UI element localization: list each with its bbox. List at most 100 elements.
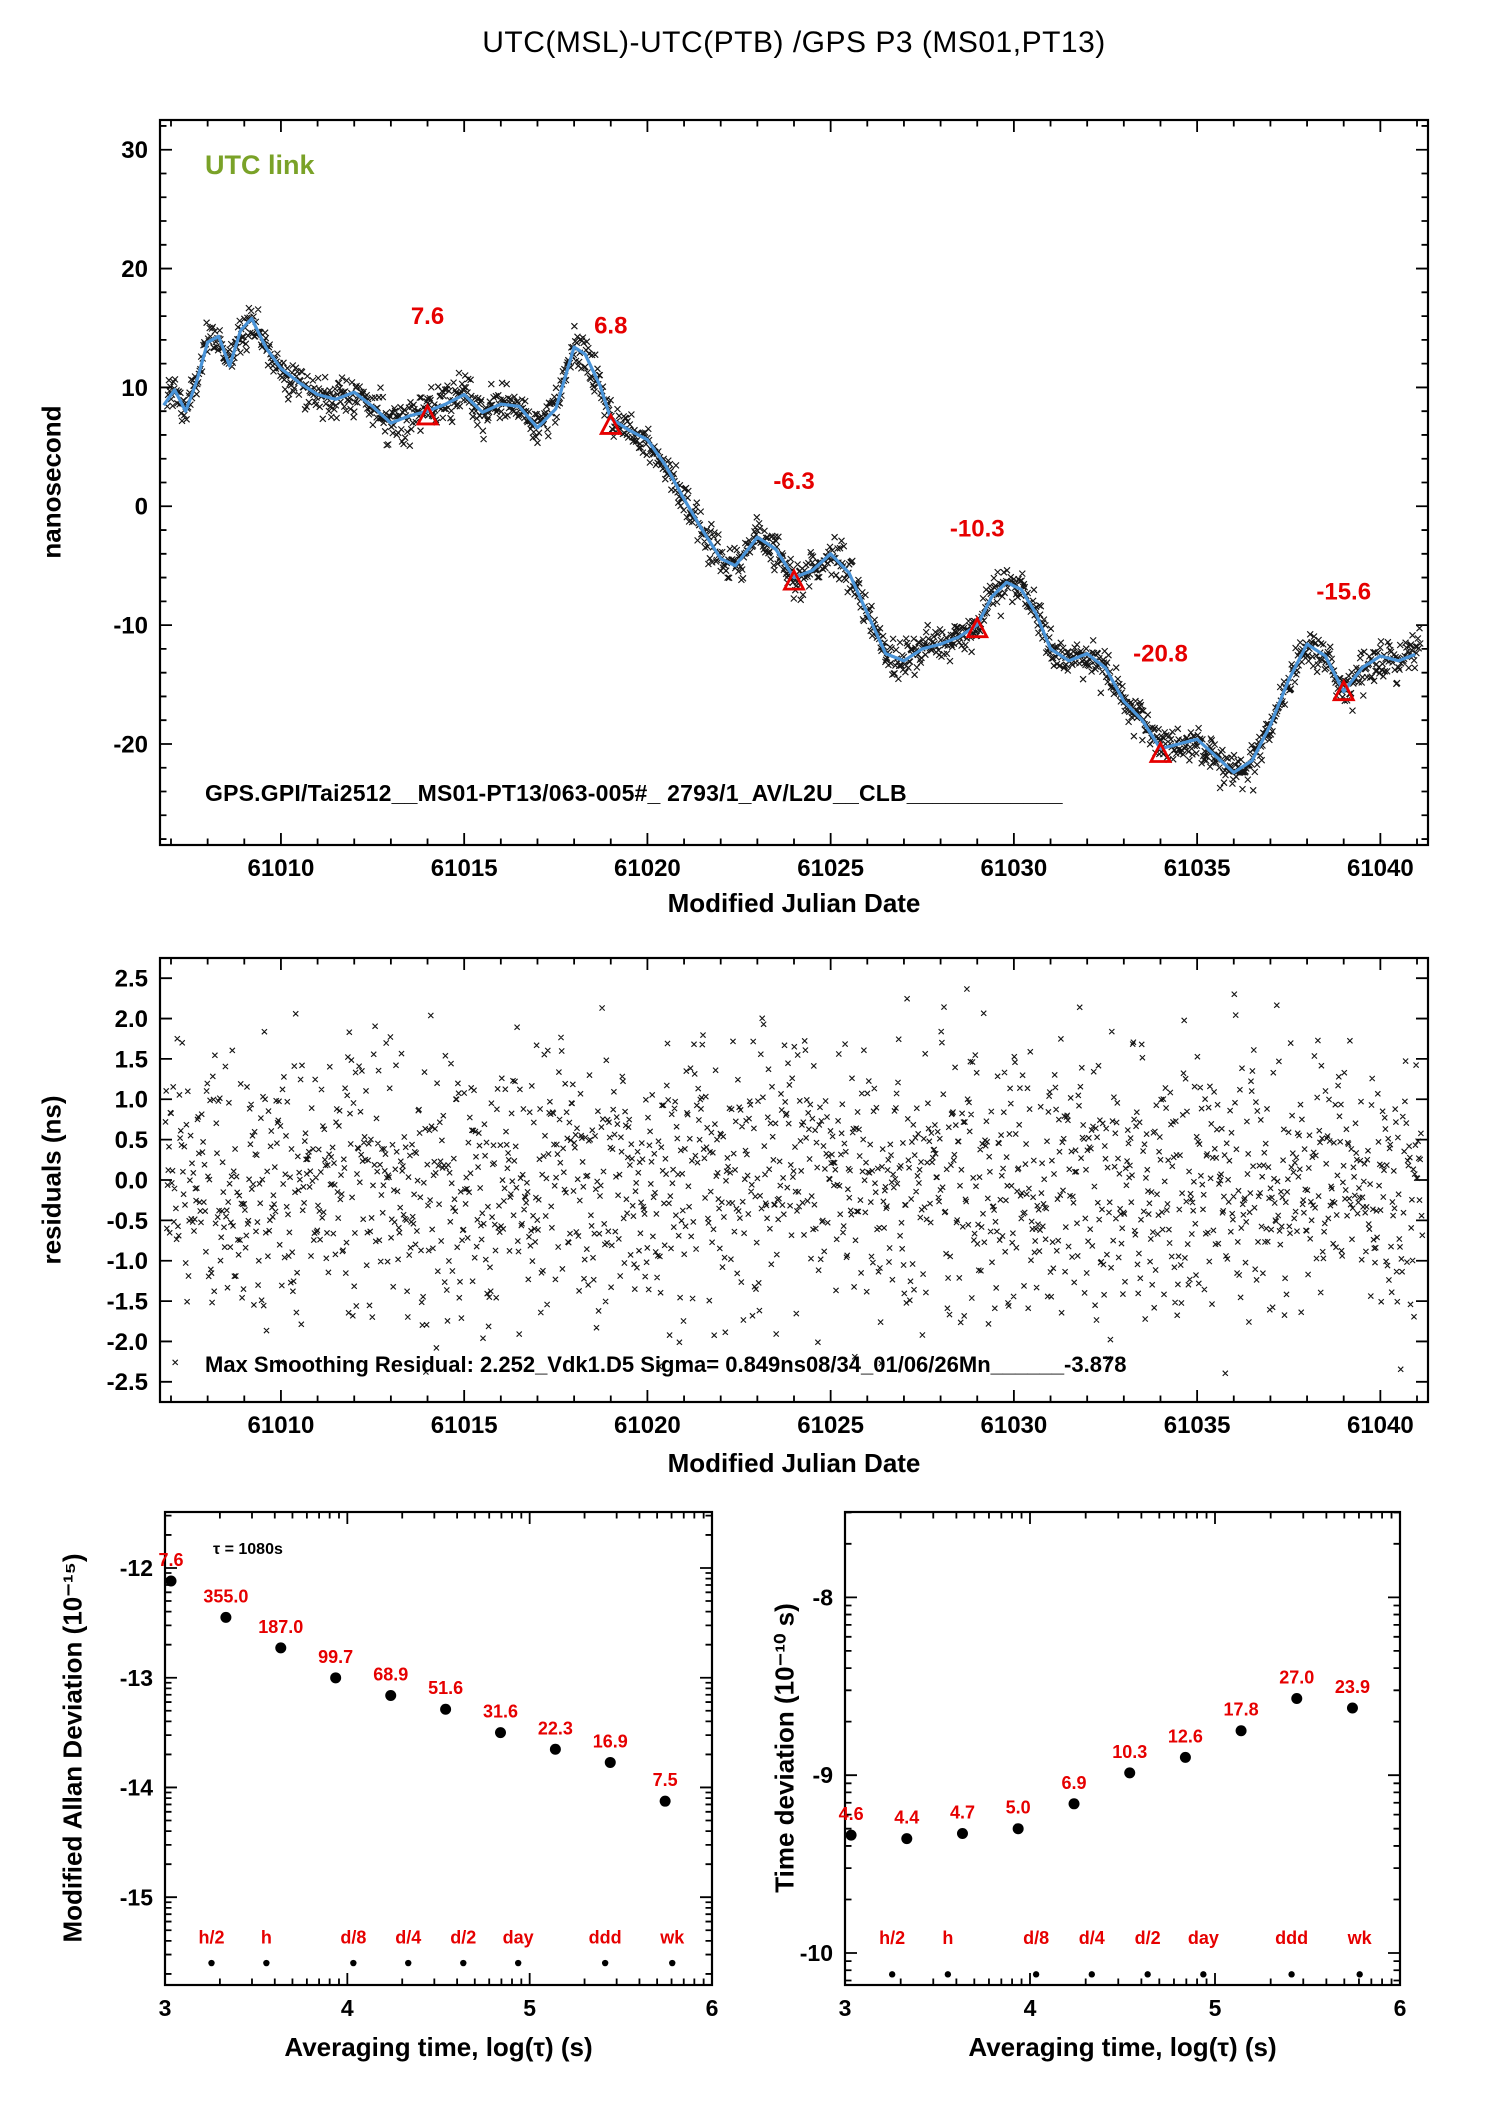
deviation-point	[1291, 1693, 1303, 1705]
mdev-xlabel: Averaging time, log(τ) (s)	[284, 2032, 593, 2062]
deviation-value-label: 187.0	[258, 1617, 303, 1637]
deviation-value-label: 51.6	[428, 1678, 463, 1698]
x-tick-label: 5	[523, 1995, 536, 2021]
x-tick-label: 61030	[981, 1412, 1048, 1439]
x-tick-label: 5	[1209, 1995, 1222, 2021]
x-tick-label: 61035	[1164, 1412, 1231, 1439]
mdev-panel-ticks	[164, 1512, 713, 1985]
tau-mark-dot	[601, 1959, 609, 1967]
y-tick-label: -20	[113, 731, 148, 758]
residuals-xlabel: Modified Julian Date	[667, 1448, 921, 1478]
calibration-triangle	[1148, 740, 1173, 763]
x-tick-label: 61025	[797, 855, 864, 882]
tau-mark-label: d/8	[1023, 1928, 1049, 1948]
chart-title: UTC(MSL)-UTC(PTB) /GPS P3 (MS01,PT13)	[482, 26, 1106, 59]
deviation-point	[659, 1795, 671, 1807]
deviation-point	[440, 1703, 452, 1715]
y-tick-label: -15	[120, 1884, 153, 1910]
tau-mark-dot	[944, 1971, 952, 1978]
y-tick-label: -2.0	[107, 1329, 148, 1356]
deviation-point	[275, 1642, 287, 1654]
y-tick-label: 0.5	[115, 1127, 148, 1154]
deviation-value-label: 355.0	[203, 1586, 248, 1606]
tau-mark-dot	[1356, 1971, 1363, 1978]
tau-mark-dot	[514, 1959, 522, 1967]
deviation-value-label: 10.3	[1112, 1742, 1147, 1762]
tdev-panel: 3 4 5 6 -8 -9 -10 4.6 4.4 4.7 5.0 6.9 10.3 12.6 17.8 27…	[800, 1510, 1407, 2021]
x-tick-label: 61020	[614, 1412, 681, 1439]
x-tick-label: 61010	[248, 855, 315, 882]
y-tick-label: 2.0	[115, 1006, 148, 1033]
y-tick-label: -8	[813, 1584, 834, 1610]
tau-mark-dot	[350, 1959, 357, 1967]
x-tick-label: 6	[706, 1995, 719, 2021]
calibration-triangle	[1331, 678, 1356, 702]
x-tick-label: 3	[159, 1995, 172, 2021]
x-tick-label: 3	[839, 1995, 852, 2021]
smoothing-residual-note: Max Smoothing Residual: 2.252_Vdk1.D5 Si…	[205, 1352, 1127, 1377]
calibration-value-label: -15.6	[1316, 579, 1371, 606]
deviation-point	[1346, 1702, 1358, 1714]
tau-mark-label: d/4	[1079, 1928, 1105, 1948]
tau-mark-label: day	[503, 1927, 534, 1947]
calibration-triangle	[965, 615, 990, 639]
deviation-value-label: 23.9	[1335, 1677, 1370, 1697]
calibration-value-label: -20.8	[1133, 640, 1188, 667]
x-tick-label: 61015	[431, 1412, 498, 1439]
tau-mark-label: d/2	[450, 1927, 476, 1947]
calibration-triangle	[598, 412, 623, 435]
deviation-point	[1235, 1725, 1247, 1737]
tau-mark-dot	[1200, 1971, 1207, 1978]
deviation-point	[385, 1689, 397, 1701]
mdev-panel: 3 4 5 6 -12 -13 -14 -15 7.6 355.0 187.0 99.7 68.9 51.…	[120, 1510, 719, 2021]
tau-mark-label: h	[261, 1927, 272, 1947]
tau-mark-dot	[263, 1959, 270, 1967]
x-tick-label: 61015	[431, 855, 498, 882]
y-tick-label: 2.5	[115, 966, 148, 993]
y-tick-label: 0	[135, 494, 148, 521]
deviation-value-label: 16.9	[593, 1731, 628, 1751]
tau-mark-dot	[888, 1971, 896, 1978]
y-tick-label: -12	[120, 1555, 153, 1581]
deviation-value-label: 12.6	[1168, 1726, 1203, 1746]
deviation-value-label: 22.3	[538, 1718, 573, 1738]
deviation-value-label: 27.0	[1279, 1668, 1314, 1688]
top-xlabel: Modified Julian Date	[667, 888, 921, 918]
deviation-point	[1068, 1798, 1080, 1810]
x-tick-label: 61020	[614, 855, 681, 882]
residual-points	[162, 986, 1426, 1377]
mdev-ylabel: Modified Allan Deviation (10⁻¹⁵)	[57, 1553, 88, 1943]
y-tick-label: -9	[813, 1762, 833, 1788]
deviation-point	[330, 1672, 342, 1684]
tau-mark-label: ddd	[589, 1927, 622, 1947]
x-tick-label: 6	[1394, 1995, 1407, 2021]
residuals-panel: 61010 61015 61020 61025 61030 61035 61040 -2.5 -…	[107, 956, 1430, 1439]
tau-mark-dot	[208, 1959, 215, 1967]
deviation-point	[604, 1756, 616, 1768]
x-tick-label: 61035	[1164, 855, 1231, 882]
tau-mark-dot	[405, 1959, 412, 1967]
deviation-value-label: 5.0	[1006, 1798, 1031, 1818]
tau-mark-label: d/8	[340, 1927, 366, 1947]
deviation-value-label: 4.4	[894, 1808, 919, 1828]
dataset-id-label: GPS.GPI/Tai2512__MS01-PT13/063-005#_ 279…	[205, 780, 1063, 806]
tau-mark-label: h/2	[879, 1928, 905, 1948]
x-tick-label: 61025	[797, 1412, 864, 1439]
tau-mark-dot	[669, 1959, 676, 1967]
x-tick-label: 61030	[981, 855, 1048, 882]
y-tick-label: 30	[121, 137, 148, 164]
y-tick-label: -1.0	[107, 1248, 148, 1275]
tau-mark-label: wk	[659, 1927, 685, 1947]
deviation-point	[165, 1575, 177, 1587]
tau-note: τ = 1080s	[213, 1541, 283, 1558]
y-tick-label: 1.0	[115, 1087, 148, 1114]
residuals-ylabel: residuals (ns)	[36, 1095, 67, 1265]
deviation-point	[1124, 1767, 1136, 1779]
deviation-point	[220, 1611, 232, 1623]
deviation-value-label: 31.6	[483, 1702, 518, 1722]
deviation-point	[1012, 1823, 1024, 1835]
deviation-point	[956, 1827, 968, 1839]
tau-mark-label: d/2	[1135, 1928, 1161, 1948]
x-tick-label: 4	[341, 1995, 354, 2021]
